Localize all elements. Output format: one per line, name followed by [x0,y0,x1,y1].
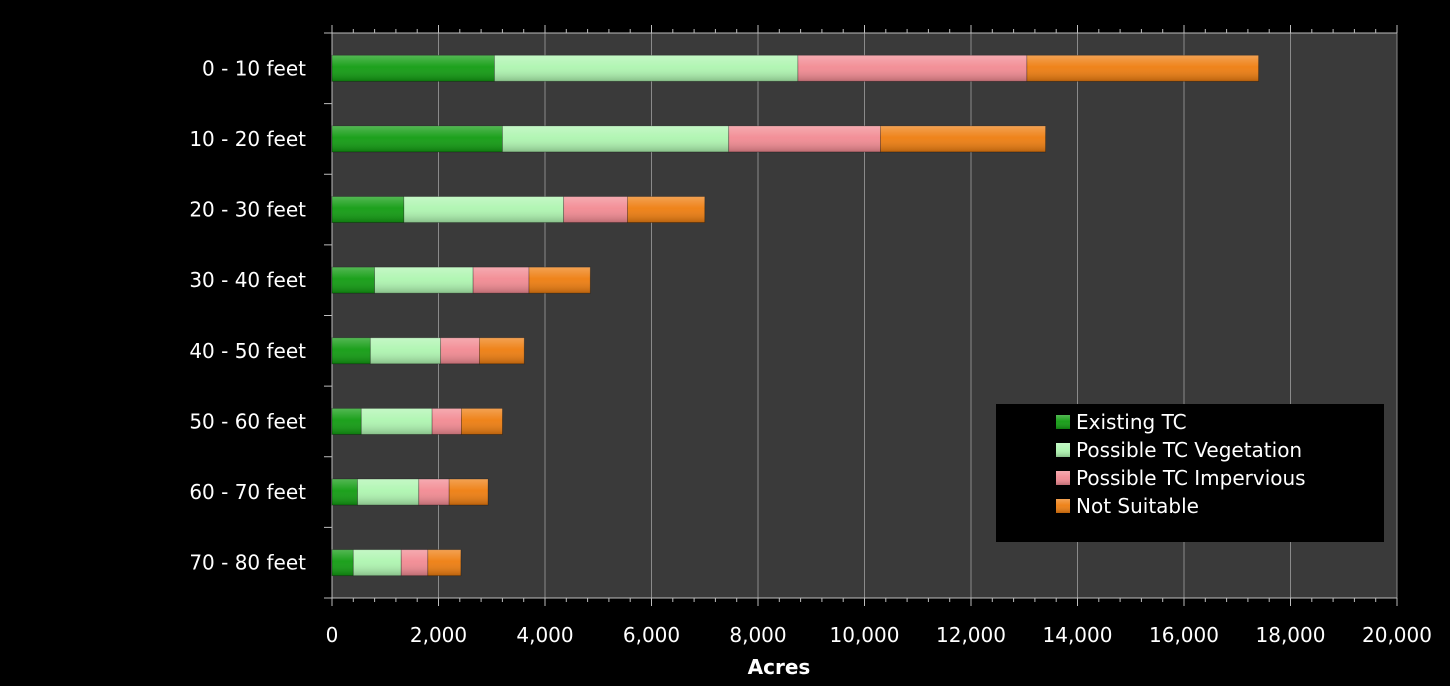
legend-item: Possible TC Vegetation [1056,438,1302,462]
bar-segment [427,549,462,577]
bar-segment [528,266,591,294]
category-label: 70 - 80 feet [189,551,306,575]
legend-item: Not Suitable [1056,494,1199,518]
bar-segment [352,549,402,577]
bar-segment [440,337,480,365]
x-tick-label: 6,000 [623,623,680,647]
category-label: 30 - 40 feet [189,268,306,292]
legend-item: Existing TC [1056,410,1187,434]
bar-segment [331,196,405,223]
x-axis-title: Acres [748,655,811,679]
legend-label: Possible TC Vegetation [1076,438,1302,462]
bar-segment [627,196,706,223]
bar-segment [418,478,450,506]
bars [331,54,1259,577]
x-tick-label: 16,000 [1149,623,1219,647]
bar-segment [360,408,433,435]
legend-label: Possible TC Impervious [1076,466,1306,490]
x-tick-label: 18,000 [1256,623,1326,647]
bar-segment [431,408,462,435]
bar-segment [494,54,799,82]
bar-segment [880,125,1046,153]
bar-segment [1026,54,1259,82]
bar-segment [331,266,375,294]
legend-label: Existing TC [1076,410,1187,434]
bar-segment [728,125,881,153]
bar-segment [331,54,495,82]
bar-segment [501,125,730,153]
category-label: 20 - 30 feet [189,198,306,222]
x-tick-label: 4,000 [516,623,573,647]
category-label: 40 - 50 feet [189,339,306,363]
bar-segment [448,478,489,506]
category-label: 50 - 60 feet [189,409,306,433]
x-tick-labels: 0 2,000 4,000 6,000 8,000 10,000 12,000 14,000 1… [326,623,1432,647]
bar-segment [403,196,565,223]
bar-segment [797,54,1028,82]
x-tick-label: 12,000 [936,623,1006,647]
bar-segment [331,337,371,365]
x-tick-label: 10,000 [830,623,900,647]
bar-segment [374,266,474,294]
x-tick-label: 8,000 [729,623,786,647]
category-label: 0 - 10 feet [202,56,306,80]
bar-segment [331,125,503,153]
bar-segment [369,337,442,365]
bar-segment [331,478,358,506]
category-label: 60 - 70 feet [189,480,306,504]
legend: Existing TC Possible TC Vegetation Possibl… [996,404,1384,542]
bar-segment [357,478,420,506]
category-label: 10 - 20 feet [189,127,306,151]
category-labels: 0 - 10 feet 10 - 20 feet 20 - 30 feet 30 - … [189,56,306,574]
bar-segment [472,266,530,294]
legend-label: Not Suitable [1076,494,1199,518]
bar-segment [563,196,628,223]
bar-segment [479,337,525,365]
x-tick-label: 14,000 [1043,623,1113,647]
bar-segment [331,549,354,577]
x-tick-label: 20,000 [1362,623,1432,647]
legend-item: Possible TC Impervious [1056,466,1306,490]
x-tick-label: 0 [326,623,339,647]
bar-segment [460,408,503,435]
x-tick-label: 2,000 [410,623,467,647]
bar-segment [400,549,429,577]
bar-segment [331,408,362,435]
